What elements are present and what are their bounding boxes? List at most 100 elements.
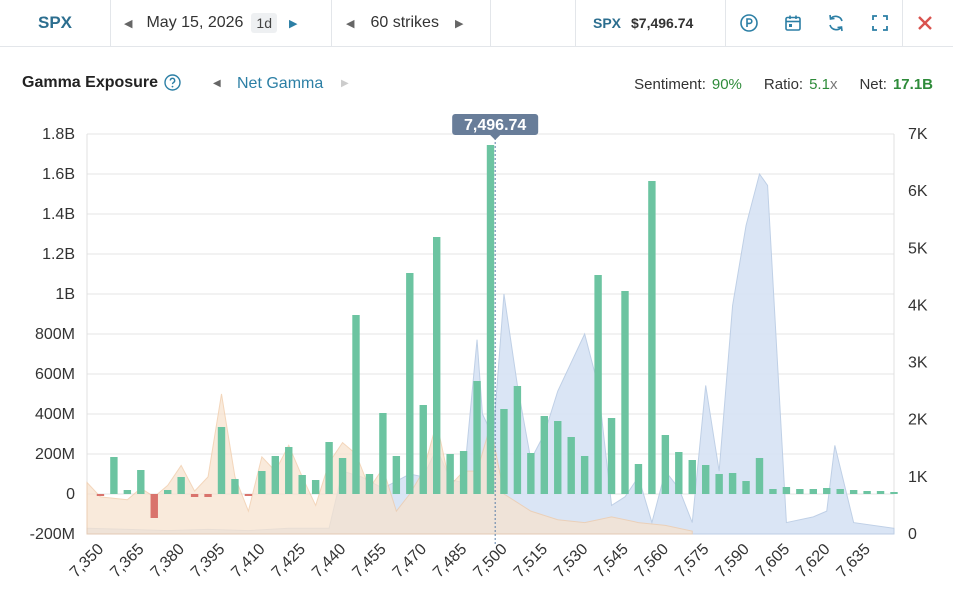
y-right-tick-label: 7K [908, 126, 928, 143]
gamma-bar [406, 273, 414, 494]
parking-button[interactable] [727, 0, 771, 46]
x-tick-label: 7,440 [309, 541, 349, 581]
gamma-bar [473, 381, 481, 494]
y-right-tick-label: 5K [908, 240, 928, 257]
net-value: 17.1B [892, 76, 933, 93]
gamma-bar [823, 488, 831, 494]
ratio-number: 5.1 [809, 76, 830, 93]
y-right-tick-label: 0 [908, 526, 917, 543]
calendar-button[interactable] [771, 0, 815, 46]
fullscreen-icon [872, 15, 888, 31]
gamma-bar [459, 451, 468, 494]
y-left-tick-label: 400M [35, 406, 75, 423]
gamma-bar [217, 427, 226, 494]
prev-mode-arrow-icon[interactable]: ◀ [213, 78, 221, 89]
gamma-bar [863, 491, 871, 494]
x-tick-label: 7,410 [228, 541, 268, 581]
gamma-bar [796, 489, 804, 494]
date-selector: ◀ May 15, 2026 1d ▶ [118, 0, 303, 46]
gamma-bar [486, 145, 495, 494]
gamma-bar [580, 456, 589, 494]
gamma-bar [675, 452, 683, 494]
refresh-icon [829, 14, 843, 32]
close-icon [918, 16, 932, 30]
gamma-bar [876, 491, 885, 494]
prev-strikes-arrow-icon[interactable]: ◀ [346, 17, 355, 30]
x-tick-label: 7,500 [470, 541, 510, 581]
x-tick-label: 7,575 [672, 541, 712, 581]
gamma-bar [567, 437, 575, 494]
y-left-tick-label: 200M [35, 446, 75, 463]
x-tick-label: 7,470 [390, 541, 430, 581]
gamma-bar [836, 489, 844, 494]
gamma-bar [446, 454, 454, 494]
y-left-tick-label: 0 [66, 486, 75, 503]
gamma-bar [621, 291, 629, 494]
close-button[interactable] [903, 0, 947, 46]
gamma-bar [728, 473, 737, 494]
sentiment-label: Sentiment: [634, 76, 706, 93]
y-right-tick-label: 4K [908, 297, 928, 314]
gamma-bar [190, 494, 199, 497]
y-left-tick-label: 1.8B [42, 126, 75, 143]
x-tick-label: 7,635 [834, 541, 874, 581]
divider [110, 0, 111, 46]
divider [575, 0, 576, 46]
x-tick-label: 7,485 [430, 541, 470, 581]
gamma-bar [634, 464, 643, 494]
gamma-bar [137, 470, 145, 494]
mode-selector[interactable]: Net Gamma [237, 75, 324, 92]
gamma-bar [365, 474, 374, 494]
x-tick-label: 7,515 [511, 541, 551, 581]
chart-title: Gamma Exposure [22, 74, 159, 91]
y-right-tick-label: 3K [908, 355, 928, 372]
next-mode-arrow-icon[interactable]: ▶ [341, 78, 349, 89]
ratio-unit: x [829, 76, 838, 93]
price-value: $7,496.74 [631, 15, 694, 31]
help-button[interactable] [164, 74, 181, 96]
x-tick-label: 7,350 [67, 541, 107, 581]
x-tick-label: 7,365 [107, 541, 147, 581]
gamma-bar [702, 465, 710, 494]
y-right-tick-label: 6K [908, 183, 928, 200]
fullscreen-button[interactable] [858, 0, 902, 46]
gamma-bar [150, 494, 158, 518]
gamma-bar [433, 237, 441, 494]
gamma-bar [419, 405, 427, 494]
toolbar: SPX ◀ May 15, 2026 1d ▶ ◀ 60 strikes ▶ S… [0, 0, 953, 47]
gamma-bar [164, 490, 172, 494]
gamma-bar [123, 490, 132, 494]
chart-header: Gamma Exposure ◀ Net Gamma ▶ Sentiment: … [0, 60, 953, 108]
x-tick-label: 7,530 [551, 541, 591, 581]
x-tick-label: 7,545 [591, 541, 631, 581]
gamma-bar [513, 386, 522, 494]
gamma-bar [392, 456, 401, 494]
prev-date-arrow-icon[interactable]: ◀ [124, 17, 133, 30]
divider [490, 0, 491, 46]
y-left-tick-label: 800M [35, 326, 75, 343]
gamma-bar [890, 492, 898, 494]
next-strikes-arrow-icon[interactable]: ▶ [454, 17, 464, 30]
gamma-bar [540, 416, 548, 494]
gamma-bar [271, 456, 279, 494]
gamma-bar [298, 475, 306, 494]
gamma-bar [527, 453, 535, 494]
strikes-selector: ◀ 60 strikes ▶ [340, 0, 469, 46]
gamma-bar [244, 494, 253, 496]
gamma-bar [285, 447, 293, 494]
refresh-button[interactable] [814, 0, 858, 46]
y-right-tick-label: 2K [908, 412, 928, 429]
x-tick-label: 7,590 [713, 541, 753, 581]
expiry-date[interactable]: May 15, 2026 [146, 14, 244, 31]
gamma-bar [849, 490, 858, 494]
gamma-bar [554, 421, 562, 494]
strikes-count[interactable]: 60 strikes [370, 14, 439, 31]
current-price-label: 7,496.74 [464, 117, 526, 134]
symbol-selector[interactable]: SPX [37, 13, 73, 32]
x-tick-label: 7,455 [349, 541, 389, 581]
gamma-bar [607, 418, 616, 494]
ratio-value: 5.1x [809, 76, 837, 93]
divider [902, 0, 903, 46]
next-date-arrow-icon[interactable]: ▶ [289, 17, 298, 30]
gamma-bar [809, 489, 817, 494]
